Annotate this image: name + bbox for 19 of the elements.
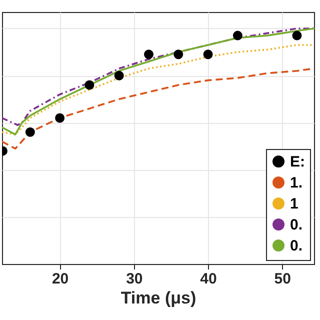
legend-label: 0. — [290, 238, 303, 254]
x-tick-label: 40 — [200, 270, 217, 288]
x-axis-title: Time (μs) — [120, 288, 196, 308]
legend-label: 1 — [290, 196, 298, 212]
x-tick-label: 20 — [52, 270, 69, 288]
x-tick-label: 50 — [274, 270, 291, 288]
point — [232, 30, 242, 40]
point — [144, 50, 154, 60]
legend-label: 1. — [290, 174, 303, 192]
point — [25, 127, 35, 137]
point — [292, 30, 302, 40]
point — [203, 50, 213, 60]
legend-label: E: — [290, 154, 305, 170]
point — [55, 113, 65, 123]
point — [174, 50, 184, 60]
x-tick-label: 30 — [126, 270, 143, 288]
point — [84, 80, 94, 90]
point — [114, 70, 124, 80]
legend-label: 0. — [290, 216, 303, 234]
